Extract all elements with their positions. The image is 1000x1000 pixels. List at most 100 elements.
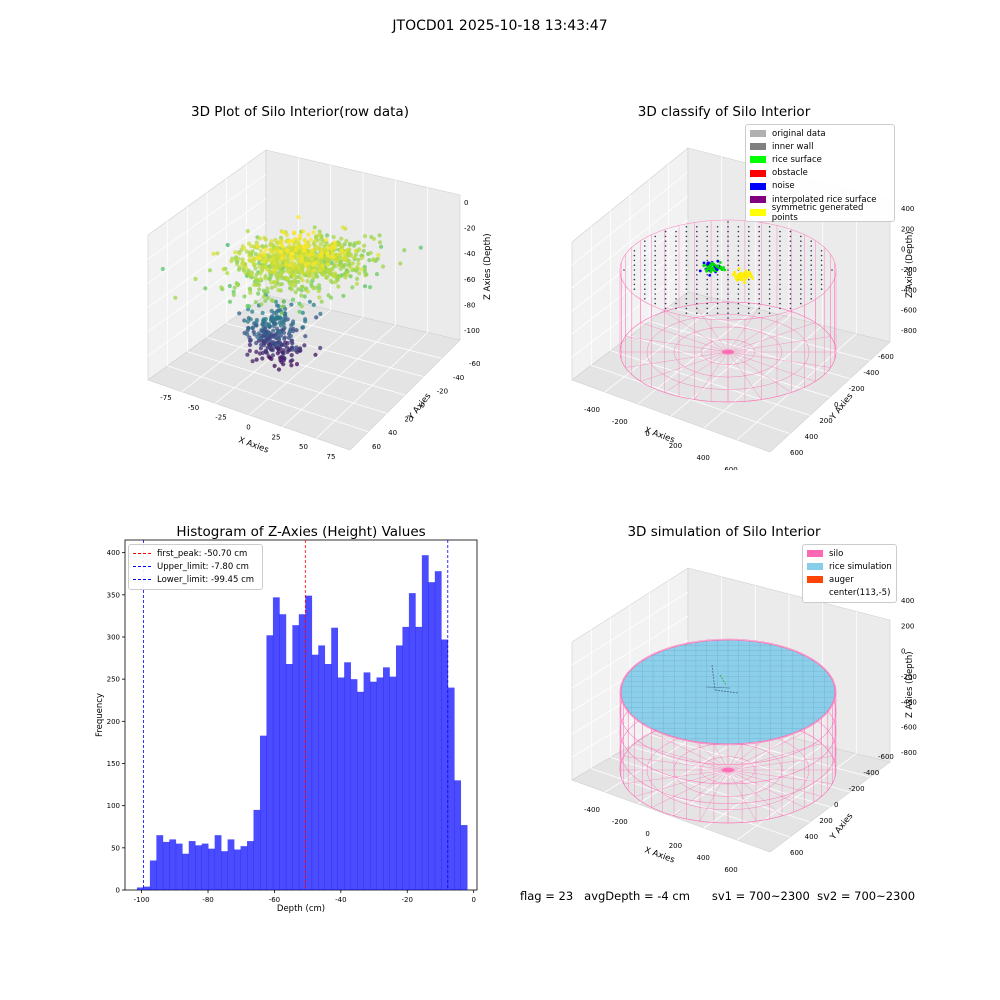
p2-surface-point bbox=[820, 288, 823, 290]
p1-point bbox=[267, 276, 272, 281]
p1-point bbox=[306, 232, 311, 237]
p1-point bbox=[311, 261, 316, 267]
p2-surface-point bbox=[779, 278, 781, 281]
p1-point bbox=[313, 352, 318, 357]
p3-x-tick-label: -100 bbox=[134, 896, 150, 904]
p3-x-tick-label: -60 bbox=[269, 896, 280, 904]
p2-symmetric-point bbox=[739, 271, 743, 275]
p2-surface-point bbox=[654, 259, 656, 262]
p1-point bbox=[310, 257, 315, 262]
p2-surface-point bbox=[737, 298, 740, 300]
p1-point bbox=[275, 335, 280, 341]
p1-point bbox=[274, 253, 279, 258]
p2-surface-point bbox=[748, 254, 750, 257]
p1-point bbox=[272, 260, 277, 265]
p2-surface-point bbox=[664, 259, 667, 262]
p2-surface-point bbox=[675, 250, 677, 252]
p2-surface-point bbox=[737, 259, 740, 262]
p2-rice-point bbox=[702, 264, 706, 268]
p2-symmetric-point bbox=[746, 274, 749, 277]
p2-surface-point bbox=[675, 264, 677, 266]
p3-bar bbox=[234, 849, 241, 890]
p1-point bbox=[278, 263, 283, 268]
dashed-line-icon bbox=[133, 553, 151, 555]
p2-symmetric-point bbox=[742, 271, 746, 275]
p1-point bbox=[299, 293, 304, 298]
p2-surface-point bbox=[779, 264, 781, 266]
swatch-icon bbox=[750, 182, 766, 190]
silo-floor-spoke bbox=[727, 743, 822, 771]
p1-point bbox=[319, 247, 324, 252]
p1-point bbox=[227, 299, 233, 304]
p2-surface-point bbox=[768, 307, 771, 310]
p1-point bbox=[290, 297, 296, 302]
p2-surface-point bbox=[706, 230, 708, 233]
p3-bar bbox=[182, 853, 190, 890]
p1-point bbox=[271, 256, 276, 261]
p2-surface-point bbox=[685, 240, 688, 242]
p3-xlabel: Depth (cm) bbox=[277, 904, 325, 914]
p1-point bbox=[371, 236, 376, 241]
p1-point bbox=[263, 316, 268, 322]
p2-surface-point bbox=[664, 269, 667, 271]
p3-y-tick-label: 350 bbox=[107, 591, 120, 599]
p2-surface-point bbox=[664, 240, 667, 242]
p2-surface-point bbox=[768, 254, 771, 257]
p1-point bbox=[276, 274, 281, 279]
silo-floor-spoke bbox=[727, 351, 792, 393]
p1-point bbox=[325, 251, 330, 256]
p2-surface-point bbox=[737, 235, 740, 238]
p2-surface-point bbox=[758, 264, 760, 266]
p1-point bbox=[247, 304, 252, 309]
p1-point bbox=[321, 272, 326, 277]
p2-surface-point bbox=[675, 259, 677, 262]
p2-rice-point bbox=[708, 273, 712, 277]
p1-point bbox=[356, 257, 361, 262]
p2-surface-point bbox=[779, 254, 781, 257]
p2-surface-point bbox=[758, 288, 760, 290]
p2-surface-point bbox=[696, 307, 698, 310]
p2-y-tick: 400 bbox=[805, 433, 818, 441]
p2-surface-point bbox=[737, 226, 740, 228]
swatch-icon bbox=[750, 130, 766, 138]
p3-y-tick-label: 50 bbox=[111, 844, 120, 852]
p2-surface-point bbox=[654, 264, 656, 266]
swatch-icon bbox=[750, 209, 766, 217]
p2-z-tick: -800 bbox=[901, 327, 917, 335]
p1-point bbox=[314, 315, 319, 320]
p1-point bbox=[257, 287, 262, 292]
p1-ylabel: Y Axies bbox=[406, 391, 434, 423]
p2-rice-point bbox=[720, 268, 724, 271]
p1-point bbox=[255, 244, 260, 249]
p2-surface-point bbox=[748, 283, 750, 286]
p1-point bbox=[317, 229, 322, 234]
p1-point bbox=[254, 320, 259, 325]
p2-surface-point bbox=[820, 264, 823, 266]
p4-z-tick: -600 bbox=[901, 724, 917, 732]
p3-x-tick-label: -80 bbox=[202, 896, 213, 904]
p2-surface-point bbox=[633, 250, 636, 252]
p3-bar bbox=[415, 626, 423, 890]
p1-point bbox=[256, 291, 261, 296]
p2-surface-point bbox=[664, 288, 667, 290]
p4-z-tick: -800 bbox=[901, 749, 917, 757]
p4-z-tick: 0 bbox=[901, 648, 905, 656]
p2-rice-point bbox=[712, 269, 716, 272]
p2-surface-point bbox=[685, 226, 688, 228]
p1-point bbox=[236, 256, 241, 261]
p1-point bbox=[287, 281, 293, 287]
p1-point bbox=[276, 288, 281, 293]
p1-point bbox=[331, 234, 336, 240]
p2-surface-point bbox=[633, 269, 636, 271]
p2-surface-point bbox=[779, 235, 781, 238]
figure-title: JTOCD01 2025-10-18 13:43:47 bbox=[392, 18, 608, 34]
p1-point bbox=[277, 330, 282, 335]
p1-point bbox=[371, 258, 376, 263]
p2-surface-point bbox=[768, 240, 771, 242]
p1-point bbox=[225, 242, 230, 248]
p2-surface-point bbox=[768, 259, 771, 262]
p1-point bbox=[308, 252, 313, 257]
p2-surface-point bbox=[758, 230, 760, 233]
p1-point bbox=[254, 340, 259, 346]
p1-point bbox=[281, 299, 286, 304]
